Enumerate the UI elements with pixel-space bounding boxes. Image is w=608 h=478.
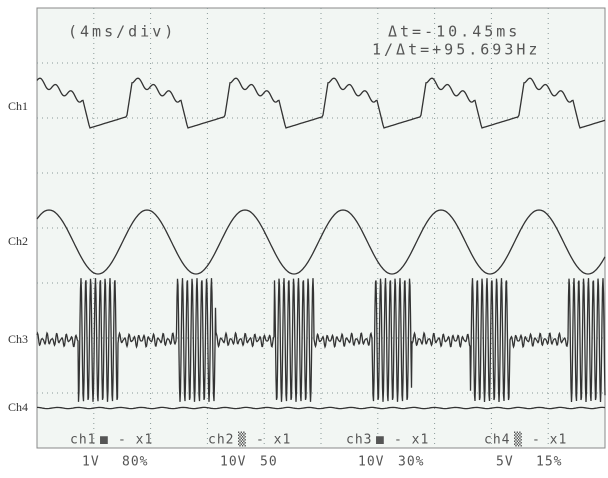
timebase: (4ms/div) (68, 23, 176, 41)
channel-marker: ▒ (514, 431, 523, 448)
channel-label: Ch2 (8, 234, 28, 248)
channel-marker: ■ (376, 433, 385, 448)
channel-volts: 5V (496, 455, 514, 470)
delta-t: Δt=-10.45ms (388, 23, 520, 41)
channel-coupling: - x1 (532, 433, 567, 448)
channel-volts: 10V (220, 455, 246, 470)
channel-coupling: - x1 (394, 433, 429, 448)
channel-label: Ch4 (8, 400, 28, 414)
channel-percent: 15% (536, 455, 562, 470)
channel-volts: 1V (82, 455, 100, 470)
channel-name: ch1 (70, 433, 96, 448)
channel-name: ch2 (208, 433, 234, 448)
channel-marker: ■ (100, 433, 109, 448)
channel-label: Ch1 (8, 99, 28, 113)
channel-name: ch4 (484, 433, 510, 448)
channel-percent: 50 (260, 455, 278, 470)
channel-name: ch3 (346, 433, 372, 448)
channel-volts: 10V (358, 455, 384, 470)
oscilloscope: (4ms/div) Δt=-10.45ms 1/Δt=+95.693Hz Ch1… (0, 0, 608, 478)
channel-percent: 80% (122, 455, 148, 470)
channel-coupling: - x1 (256, 433, 291, 448)
channel-label: Ch3 (8, 332, 28, 346)
channel-marker: ▒ (238, 431, 247, 448)
channel-percent: 30% (398, 455, 424, 470)
channel-coupling: - x1 (118, 433, 153, 448)
frequency: 1/Δt=+95.693Hz (372, 41, 540, 59)
